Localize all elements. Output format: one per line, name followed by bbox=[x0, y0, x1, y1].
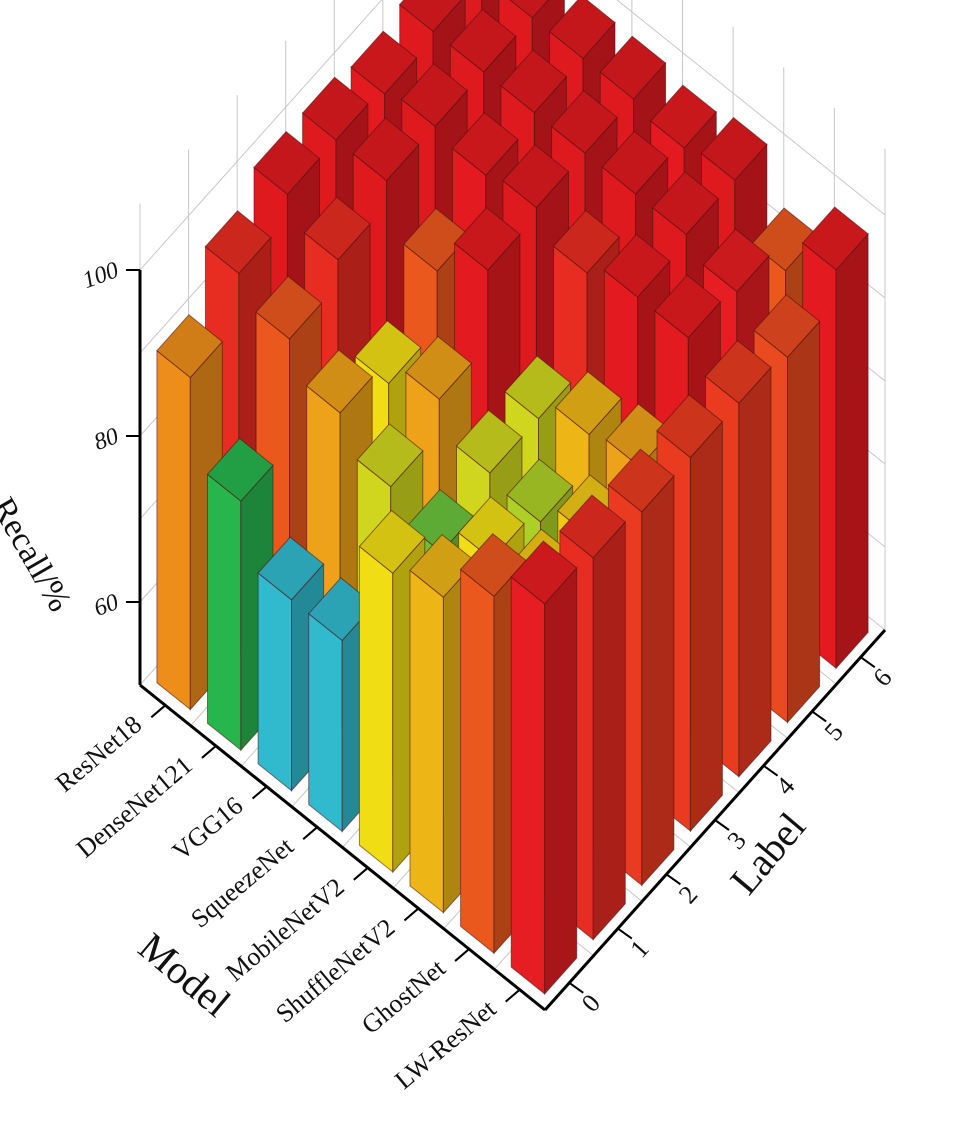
bar-face-top bbox=[510, 540, 578, 605]
model-tick-label: GhostNet bbox=[356, 953, 452, 1040]
recall-tick-label: 80 bbox=[91, 423, 122, 456]
label-axis-title: Label bbox=[721, 804, 814, 903]
bar-face-top bbox=[559, 494, 627, 559]
bar-face-left bbox=[358, 545, 394, 874]
label-tick bbox=[617, 927, 633, 940]
bar-face-top bbox=[457, 496, 525, 561]
bar-face-top bbox=[206, 437, 274, 502]
axis-layer bbox=[126, 269, 887, 1012]
bar-layer bbox=[156, 0, 869, 996]
model-tick bbox=[454, 948, 470, 962]
label-tick bbox=[762, 764, 779, 777]
label-tick bbox=[665, 873, 682, 886]
model-tick bbox=[150, 704, 166, 719]
bar-face-top bbox=[654, 274, 722, 339]
bar-face-top bbox=[358, 509, 426, 574]
bar-face-right bbox=[641, 474, 675, 887]
bar-face-top bbox=[405, 335, 473, 400]
bar-face-top bbox=[455, 409, 523, 474]
model-tick bbox=[505, 988, 521, 1003]
bar-face-top bbox=[509, 0, 549, 19]
bar-face-left bbox=[460, 568, 495, 955]
recall-axis-title: Recall/% bbox=[0, 492, 78, 618]
bar-face-top bbox=[650, 84, 718, 149]
label-tick-label: 0 bbox=[576, 989, 606, 1018]
bar-face-top bbox=[204, 210, 272, 275]
label-tick-label: 6 bbox=[867, 663, 897, 692]
bar-face-top bbox=[354, 320, 422, 385]
bar-face-top bbox=[253, 130, 321, 195]
model-tick-label: ResNet18 bbox=[50, 710, 147, 798]
bar-face-top bbox=[603, 233, 671, 298]
bar-face-top bbox=[704, 339, 772, 404]
label-tick bbox=[568, 982, 584, 994]
bar-face-right bbox=[738, 366, 772, 779]
bar-face-right bbox=[689, 420, 723, 833]
bar-face-top bbox=[500, 49, 568, 114]
model-tick bbox=[251, 785, 268, 800]
model-tick bbox=[403, 907, 420, 922]
model-tick bbox=[302, 826, 318, 840]
label-tick-label: 5 bbox=[819, 717, 849, 746]
bar-face-top bbox=[700, 116, 768, 181]
bar-face-top bbox=[601, 130, 669, 195]
bar-face-left bbox=[409, 569, 444, 914]
bar-face-top bbox=[356, 423, 424, 488]
bar-face-right bbox=[592, 520, 626, 941]
bar-face-top bbox=[305, 349, 373, 414]
bar-face-left bbox=[257, 571, 292, 792]
bar-face-top bbox=[702, 228, 770, 293]
bar-face-top bbox=[502, 144, 570, 209]
bar-face-top bbox=[449, 8, 517, 73]
bar-face-top bbox=[550, 89, 618, 154]
bar-face-top bbox=[548, 0, 616, 59]
label-tick-label: 4 bbox=[770, 771, 800, 800]
model-tick-label: VGG16 bbox=[167, 791, 249, 866]
grid-line bbox=[139, 0, 886, 271]
bar-face-top bbox=[156, 314, 224, 379]
bar-face-left bbox=[308, 612, 343, 833]
label-tick bbox=[860, 656, 876, 668]
bar-face-top bbox=[801, 206, 869, 271]
model-tick bbox=[353, 867, 369, 881]
bar-face-top bbox=[552, 209, 620, 274]
label-tick bbox=[714, 819, 730, 831]
bar-face-top bbox=[506, 458, 574, 523]
bar-LW-ResNet-label-0 bbox=[510, 540, 578, 996]
label-tick-label: 1 bbox=[624, 934, 654, 963]
bar-face-top bbox=[504, 355, 572, 420]
bar-face-top bbox=[599, 35, 667, 100]
bar-face-top bbox=[453, 206, 521, 271]
bar-face-top bbox=[352, 117, 420, 182]
model-axis-title: Model bbox=[130, 924, 239, 1026]
bar-face-top bbox=[301, 76, 369, 141]
bar-face-top bbox=[451, 111, 519, 176]
bar-face-top bbox=[398, 0, 462, 33]
bar-face-left bbox=[156, 349, 191, 711]
recall-tick-label: 60 bbox=[91, 589, 122, 622]
bar-face-top bbox=[753, 293, 821, 358]
bar-face-left bbox=[510, 575, 546, 995]
bar-face-top bbox=[554, 371, 622, 436]
bar-face-top bbox=[255, 275, 323, 340]
bar-face-top bbox=[652, 171, 720, 236]
bar-face-right bbox=[787, 320, 821, 724]
bar-face-right bbox=[835, 232, 869, 670]
bar-face-top bbox=[257, 536, 325, 601]
bar-face-top bbox=[607, 448, 675, 513]
model-axis bbox=[139, 683, 546, 1012]
recall-tick-label: 100 bbox=[79, 257, 122, 294]
model-tick bbox=[201, 745, 217, 759]
bar-face-left bbox=[207, 473, 242, 752]
bar-face-top bbox=[303, 196, 371, 261]
label-tick-label: 2 bbox=[673, 880, 703, 909]
bar-face-top bbox=[401, 62, 468, 127]
bar-face-right bbox=[544, 566, 578, 996]
bar-face-top bbox=[350, 30, 418, 95]
label-tick bbox=[811, 710, 827, 723]
bar-face-top bbox=[656, 394, 724, 459]
